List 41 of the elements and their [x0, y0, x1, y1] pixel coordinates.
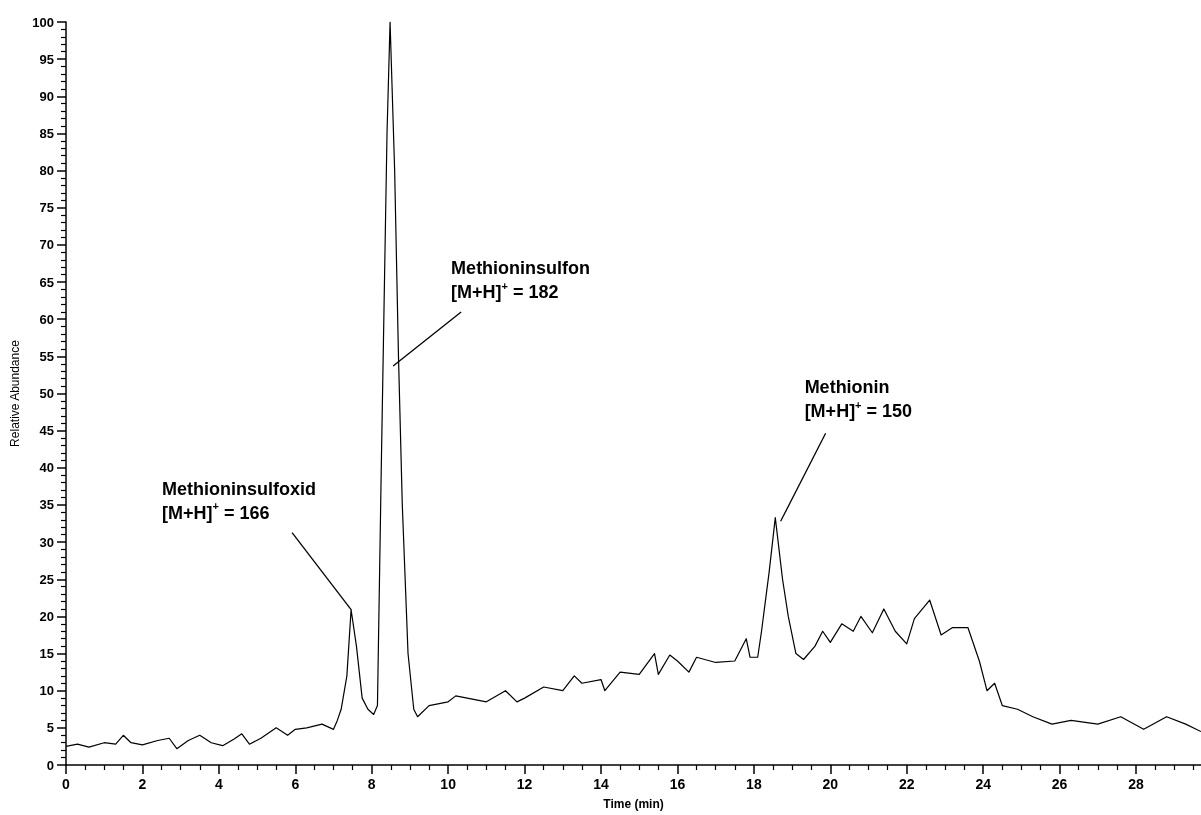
- x-tick-label: 12: [516, 776, 533, 792]
- x-tick-label: 22: [898, 776, 915, 792]
- y-tick-label: 60: [39, 311, 54, 327]
- x-tick-label: 20: [822, 776, 839, 792]
- y-tick-label: 25: [39, 571, 54, 587]
- y-tick-label: 90: [39, 88, 54, 104]
- x-tick-label: 8: [367, 776, 376, 792]
- annotation: Methioninsulfon [M+H]+ = 182: [451, 258, 591, 303]
- y-tick-label: 50: [39, 386, 54, 401]
- x-tick-label: 24: [975, 776, 992, 792]
- x-tick-label: 2: [138, 776, 147, 792]
- x-tick-label: 4: [214, 776, 223, 792]
- y-tick-label: 65: [39, 274, 54, 290]
- x-tick-label: 6: [291, 776, 300, 792]
- y-tick-label: 35: [39, 497, 54, 513]
- x-tick-label: 10: [440, 776, 457, 792]
- x-tick-label: 18: [746, 776, 762, 792]
- x-tick-label: 26: [1051, 776, 1068, 792]
- annotation: Methioninsulfoxid [M+H]+ = 166: [162, 478, 317, 523]
- y-tick-label: 95: [39, 51, 54, 67]
- y-tick-label: 0: [46, 757, 54, 773]
- y-tick-label: 100: [32, 14, 54, 30]
- y-tick-label: 40: [39, 460, 54, 476]
- y-tick-label: 75: [39, 200, 54, 216]
- y-tick-label: 15: [39, 646, 54, 662]
- y-tick-label: 45: [39, 423, 54, 439]
- y-tick-label: 10: [39, 683, 54, 699]
- y-tick-label: 80: [39, 163, 54, 179]
- annotation: Methionin [M+H]+ = 150: [804, 377, 913, 422]
- y-tick-label: 30: [39, 534, 54, 550]
- y-tick-label: 55: [39, 348, 54, 364]
- x-tick-label: 0: [62, 776, 71, 792]
- y-tick-label: 85: [39, 125, 54, 141]
- x-tick-label: 14: [593, 776, 610, 792]
- y-tick-label: 70: [39, 237, 54, 253]
- x-tick-label: 16: [669, 776, 686, 792]
- y-tick-label: 5: [46, 720, 54, 736]
- y-tick-label: 20: [39, 608, 54, 624]
- x-axis-title: Time (min): [603, 797, 664, 811]
- x-tick-label: 28: [1128, 776, 1145, 792]
- y-axis-title: Relative Abundance: [8, 339, 23, 447]
